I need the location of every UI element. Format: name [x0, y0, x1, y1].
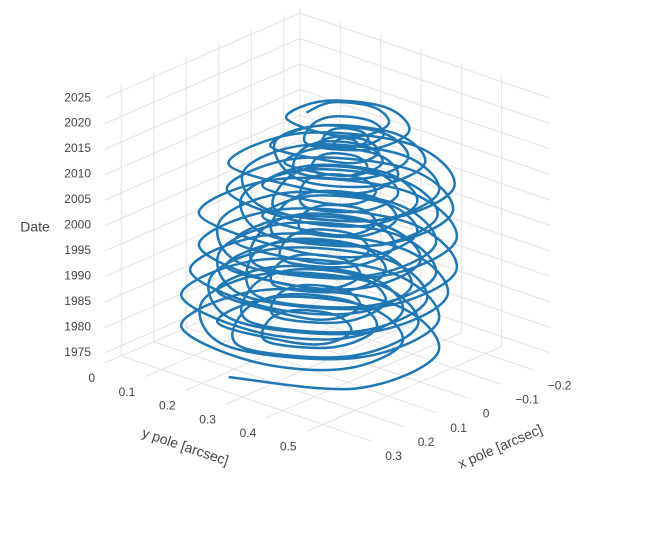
grid-line [299, 89, 551, 175]
grid-line [104, 241, 301, 328]
z-tick-label: 1980 [64, 320, 91, 334]
y-axis-title: y pole [arcsec] [140, 424, 231, 468]
grid-line [225, 318, 422, 405]
z-tick-label: 2015 [64, 141, 91, 155]
y-tick-label: 0.3 [199, 412, 216, 426]
z-tick-label: 1985 [64, 294, 91, 308]
x-tick-label: 0 [483, 407, 490, 421]
z-tick-label: 1995 [64, 243, 91, 257]
z-tick-label: 2020 [64, 116, 91, 130]
grid-line [104, 190, 301, 277]
grid-line [299, 267, 551, 354]
grid-line [104, 267, 301, 354]
grid-line [306, 346, 502, 433]
grid-line [104, 216, 301, 303]
grid-line [121, 355, 372, 442]
x-tick-label: −0.2 [548, 378, 572, 392]
y-tick-label: 0 [88, 371, 95, 385]
z-tick-label: 1975 [64, 345, 91, 359]
y-tick-label: 0.5 [280, 440, 297, 454]
z-tick-label: 2025 [64, 90, 91, 104]
x-tick-label: 0.1 [450, 421, 467, 435]
grid-line [104, 89, 301, 175]
x-tick-label: 0.3 [385, 449, 402, 463]
grid-line [185, 304, 381, 391]
x-tick-label: −0.1 [515, 392, 539, 406]
grid-line [104, 114, 301, 201]
z-tick-label: 2010 [64, 167, 91, 181]
grid-line [104, 38, 301, 125]
z-tick-label: 1990 [64, 269, 91, 283]
x-tick-label: 0.2 [418, 435, 435, 449]
z-axis-title: Date [20, 219, 50, 235]
y-tick-label: 0.2 [159, 399, 176, 413]
grid-line [299, 12, 551, 99]
x-axis-title: x pole [arcsec] [455, 421, 544, 472]
z-tick-label: 2005 [64, 192, 91, 206]
z-tick-label: 2000 [64, 218, 91, 232]
grid-line [104, 12, 301, 99]
grid-line [104, 277, 301, 364]
grid-line [299, 63, 551, 150]
grid-line [251, 298, 502, 385]
grid-line [299, 38, 551, 125]
y-tick-label: 0.4 [240, 426, 257, 440]
grid-line [266, 332, 462, 419]
data-line [180, 99, 459, 391]
y-tick-label: 0.1 [119, 385, 136, 399]
grid-line [104, 63, 301, 150]
